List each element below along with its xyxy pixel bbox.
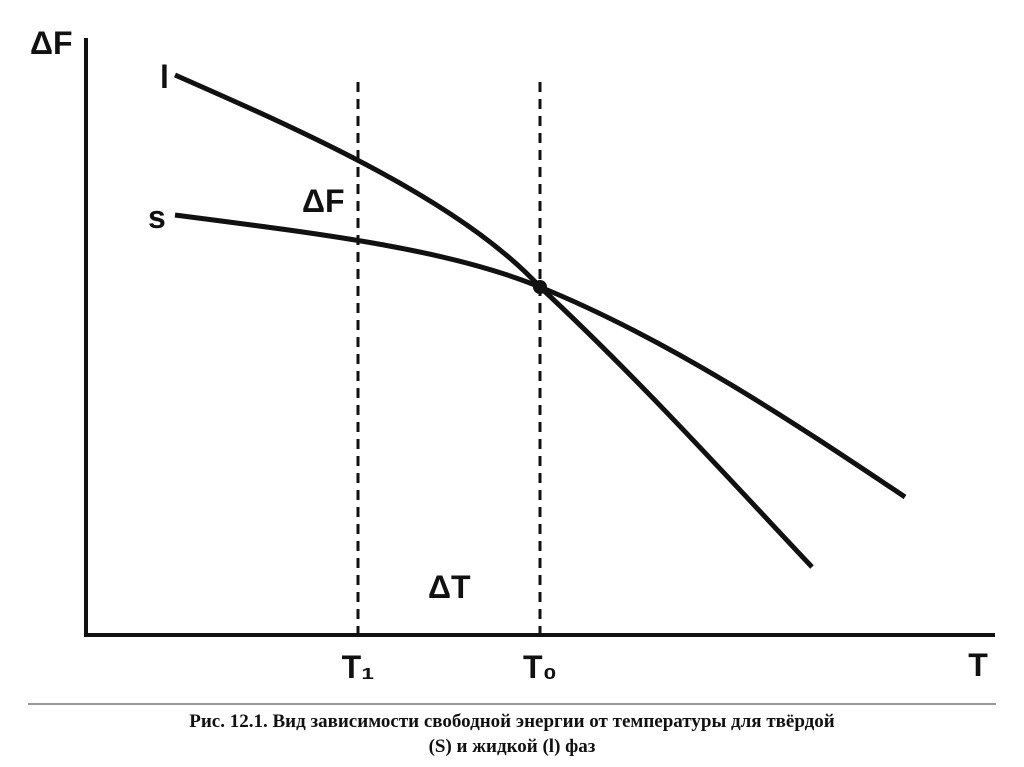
t0-label: T₀	[523, 649, 557, 685]
dashed-lines	[356, 82, 542, 635]
intersection-point	[533, 280, 547, 294]
t1-label: T₁	[342, 649, 375, 685]
delta-t-label: ΔT	[428, 569, 471, 605]
caption-line: (S) и жидкой (l) фаз	[429, 736, 596, 757]
caption-line: Рис. 12.1. Вид зависимости свободной эне…	[189, 711, 835, 732]
liquid-label: l	[160, 59, 169, 95]
x-axis-label: T	[968, 647, 988, 683]
delta-f-label: ΔF	[302, 183, 345, 219]
solid-label: s	[148, 199, 166, 235]
y-axis-label: ΔF	[30, 25, 73, 61]
